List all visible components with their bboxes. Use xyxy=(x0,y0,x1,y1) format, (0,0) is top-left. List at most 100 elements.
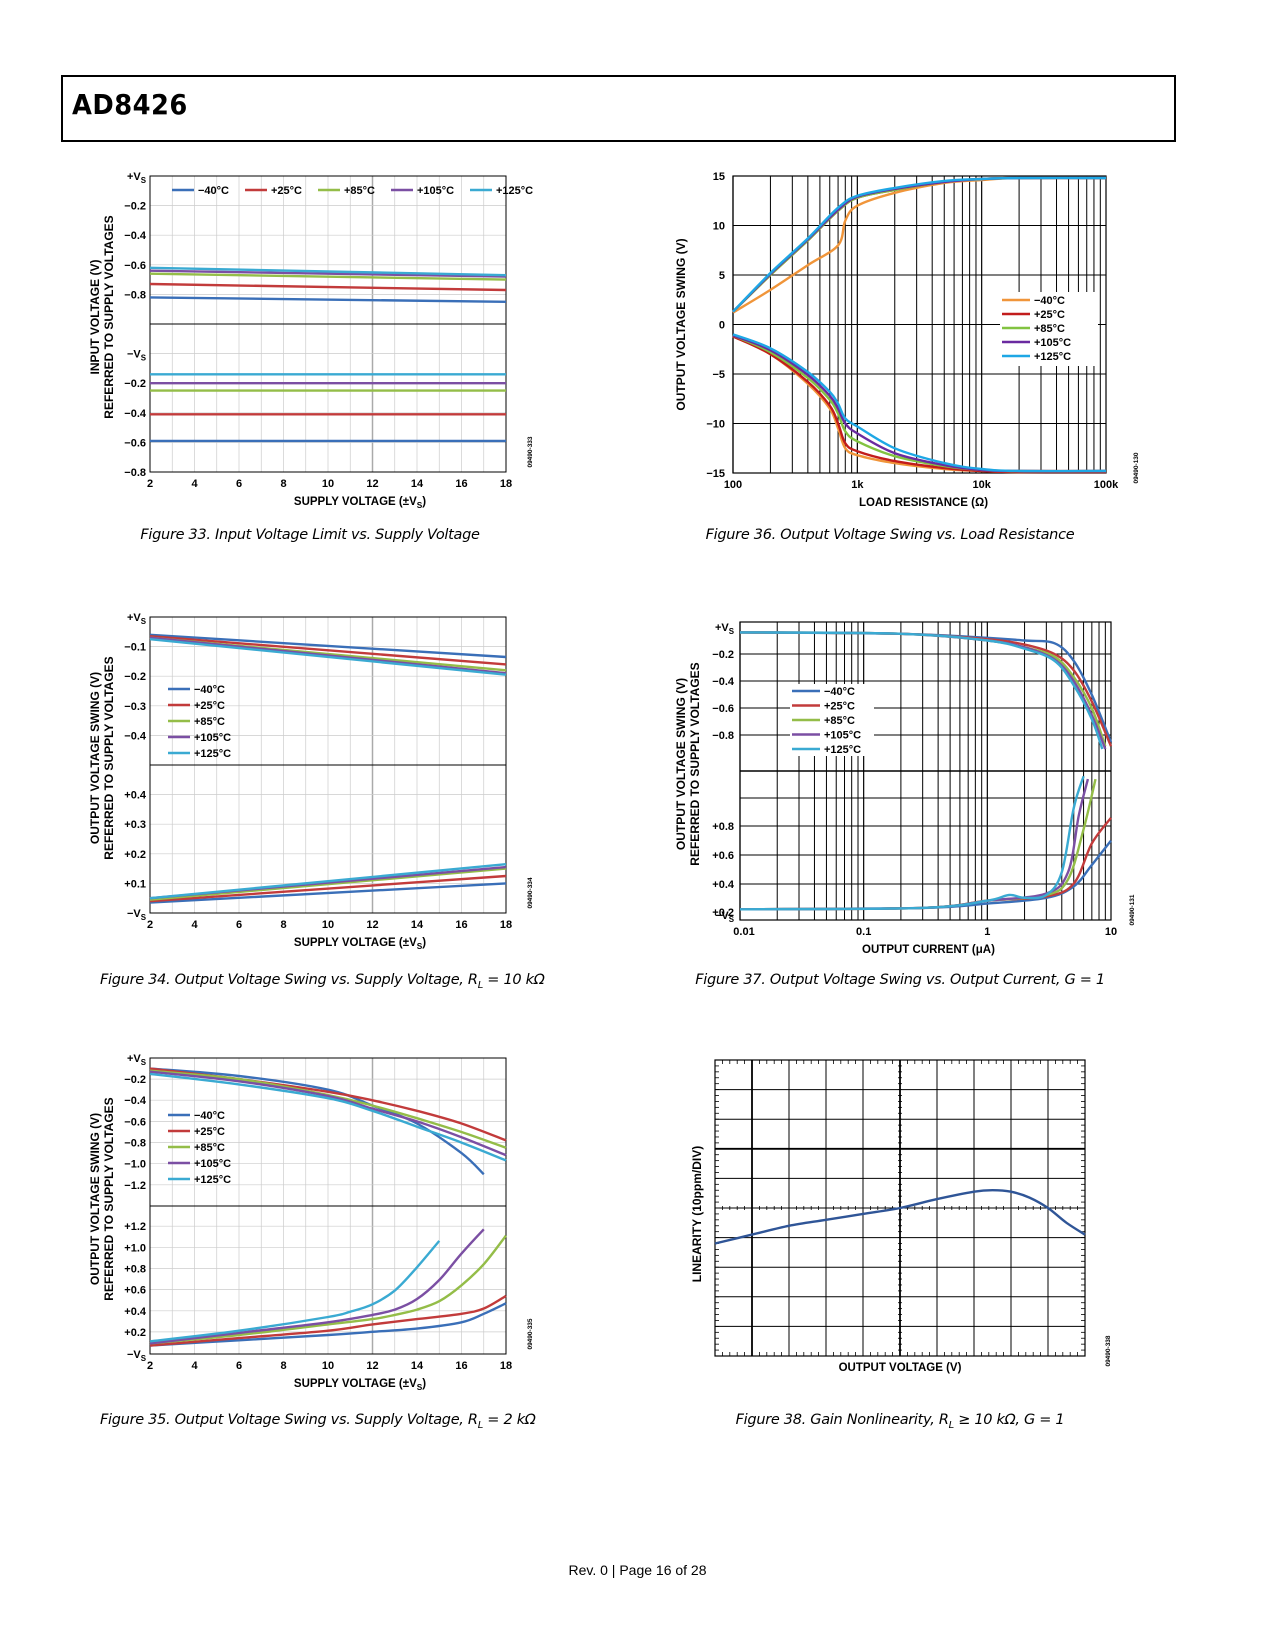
y-tick-label: −0.8 xyxy=(124,467,146,479)
series-line-10 xyxy=(732,333,1107,473)
y-tick-label: +0.4 xyxy=(124,1306,147,1318)
y-tick-label: −0.2 xyxy=(124,378,146,390)
x-tick-label: 2 xyxy=(147,478,153,490)
caption-tail: = 2 kΩ xyxy=(483,1412,536,1428)
series-line-top-4 xyxy=(149,1070,507,1157)
caption-fig35: Figure 35. Output Voltage Swing vs. Supp… xyxy=(100,1412,536,1431)
caption-sub: L xyxy=(948,1419,955,1431)
caption-text: Figure 38. Gain Nonlinearity, R xyxy=(735,1412,949,1428)
x-tick-label: 4 xyxy=(191,919,198,931)
series-line-bottom-2 xyxy=(149,874,507,903)
x-tick-label: 16 xyxy=(455,1360,467,1372)
x-tick-label: 10 xyxy=(322,478,334,490)
legend-label: +25°C xyxy=(824,701,855,713)
legend-label: +125°C xyxy=(496,185,533,197)
y-tick-label: +0.2 xyxy=(124,1327,146,1339)
legend-label: +85°C xyxy=(194,1142,225,1154)
series-line-top-2 xyxy=(149,635,507,666)
x-tick-label: 0.1 xyxy=(856,926,871,938)
y-axis-label: LINEARITY (10ppm/DIV) xyxy=(690,1146,704,1282)
x-tick-label: 6 xyxy=(236,919,242,931)
y-tick-label: −1.0 xyxy=(124,1159,146,1171)
x-axis-label: SUPPLY VOLTAGE (±VS) xyxy=(294,1378,426,1392)
caption-sub: L xyxy=(477,979,484,991)
y-tick-label: 10 xyxy=(713,221,725,233)
y-tick-label: +VS xyxy=(715,622,734,636)
series-line-top-4 xyxy=(149,636,507,675)
y-axis-label: OUTPUT VOLTAGE SWING (V) xyxy=(674,238,688,410)
caption-fig34: Figure 34. Output Voltage Swing vs. Supp… xyxy=(100,972,545,991)
series-line-5 xyxy=(732,176,1107,313)
legend-label: +85°C xyxy=(824,715,855,727)
legend-label: +25°C xyxy=(271,185,302,197)
x-tick-label: 10 xyxy=(322,1360,334,1372)
series-line-bottom-3 xyxy=(149,1234,507,1345)
y-tick-label: −0.2 xyxy=(124,671,146,683)
legend-label: +85°C xyxy=(194,716,225,728)
y-tick-label: −0.2 xyxy=(124,201,146,213)
y-tick-label: −1.2 xyxy=(124,1180,146,1192)
figure-code: 09490-335 xyxy=(527,1318,534,1349)
x-tick-label: 4 xyxy=(191,1360,198,1372)
y-tick-label: −15 xyxy=(706,468,725,480)
legend-label: +105°C xyxy=(194,1158,231,1170)
x-axis-label: SUPPLY VOLTAGE (±VS) xyxy=(294,496,426,510)
legend-label: −40°C xyxy=(1034,295,1065,307)
plot-frame xyxy=(149,1057,507,1355)
x-tick-label: 0.01 xyxy=(733,926,754,938)
y-tick-label: −0.2 xyxy=(124,1074,146,1086)
y-tick-label: −0.8 xyxy=(712,730,734,742)
y-tick-label: +0.2 xyxy=(712,907,734,919)
series-line-bottom-1 xyxy=(149,882,507,904)
y-tick-label: −0.4 xyxy=(124,408,147,420)
series-line-bottom-5 xyxy=(149,863,507,900)
y-tick-label: +0.6 xyxy=(712,850,734,862)
x-tick-label: 8 xyxy=(280,1360,286,1372)
y-tick-label: +0.4 xyxy=(124,790,147,802)
y-axis-label: OUTPUT VOLTAGE SWING (V)REFERRED TO SUPP… xyxy=(674,662,702,865)
caption-text: Figure 37. Output Voltage Swing vs. Outp… xyxy=(695,972,1105,988)
y-tick-label: −0.8 xyxy=(124,289,146,301)
figure-code: 09490-131 xyxy=(1129,894,1136,925)
y-tick-label: −0.6 xyxy=(124,1116,146,1128)
plot-frame xyxy=(149,175,507,473)
caption-text: Figure 34. Output Voltage Swing vs. Supp… xyxy=(100,972,478,988)
x-tick-label: 18 xyxy=(500,478,512,490)
y-tick-label: −VS xyxy=(127,349,146,363)
series-line-nonlinearity xyxy=(714,1188,1086,1245)
figure-code: 09490-333 xyxy=(527,436,534,467)
x-tick-label: 4 xyxy=(191,478,198,490)
header-box xyxy=(61,75,1176,142)
legend-label: −40°C xyxy=(194,684,225,696)
series-line-top-5 xyxy=(739,631,1104,750)
figure-code: 09490-130 xyxy=(1133,452,1140,483)
legend-label: +105°C xyxy=(1034,337,1071,349)
caption-tail: ≥ 10 kΩ, G = 1 xyxy=(953,1412,1065,1428)
figure-code: 09490-334 xyxy=(527,877,534,908)
caption-fig37: Figure 37. Output Voltage Swing vs. Outp… xyxy=(680,972,1120,988)
y-tick-label: +0.1 xyxy=(124,878,146,890)
y-tick-label: +1.0 xyxy=(124,1242,146,1254)
y-tick-label: +0.3 xyxy=(124,819,146,831)
series-line-top-4 xyxy=(149,269,507,278)
x-tick-label: 2 xyxy=(147,1360,153,1372)
x-tick-label: 1 xyxy=(984,926,990,938)
y-tick-label: +0.8 xyxy=(712,821,734,833)
y-axis-label: OUTPUT VOLTAGE SWING (V)REFERRED TO SUPP… xyxy=(88,656,116,859)
y-tick-label: +0.4 xyxy=(712,879,735,891)
y-tick-label: −5 xyxy=(712,369,725,381)
x-tick-label: 18 xyxy=(500,1360,512,1372)
x-tick-label: 6 xyxy=(236,1360,242,1372)
caption-fig33: Figure 33. Input Voltage Limit vs. Suppl… xyxy=(100,527,520,543)
legend-label: −40°C xyxy=(198,185,229,197)
legend-label: +25°C xyxy=(1034,309,1065,321)
legend-label: +105°C xyxy=(194,732,231,744)
series-line-bottom-5 xyxy=(149,1240,441,1343)
legend-label: +25°C xyxy=(194,700,225,712)
y-tick-label: +0.2 xyxy=(124,849,146,861)
x-axis-label: SUPPLY VOLTAGE (±VS) xyxy=(294,937,426,951)
caption-fig36: Figure 36. Output Voltage Swing vs. Load… xyxy=(680,527,1100,543)
